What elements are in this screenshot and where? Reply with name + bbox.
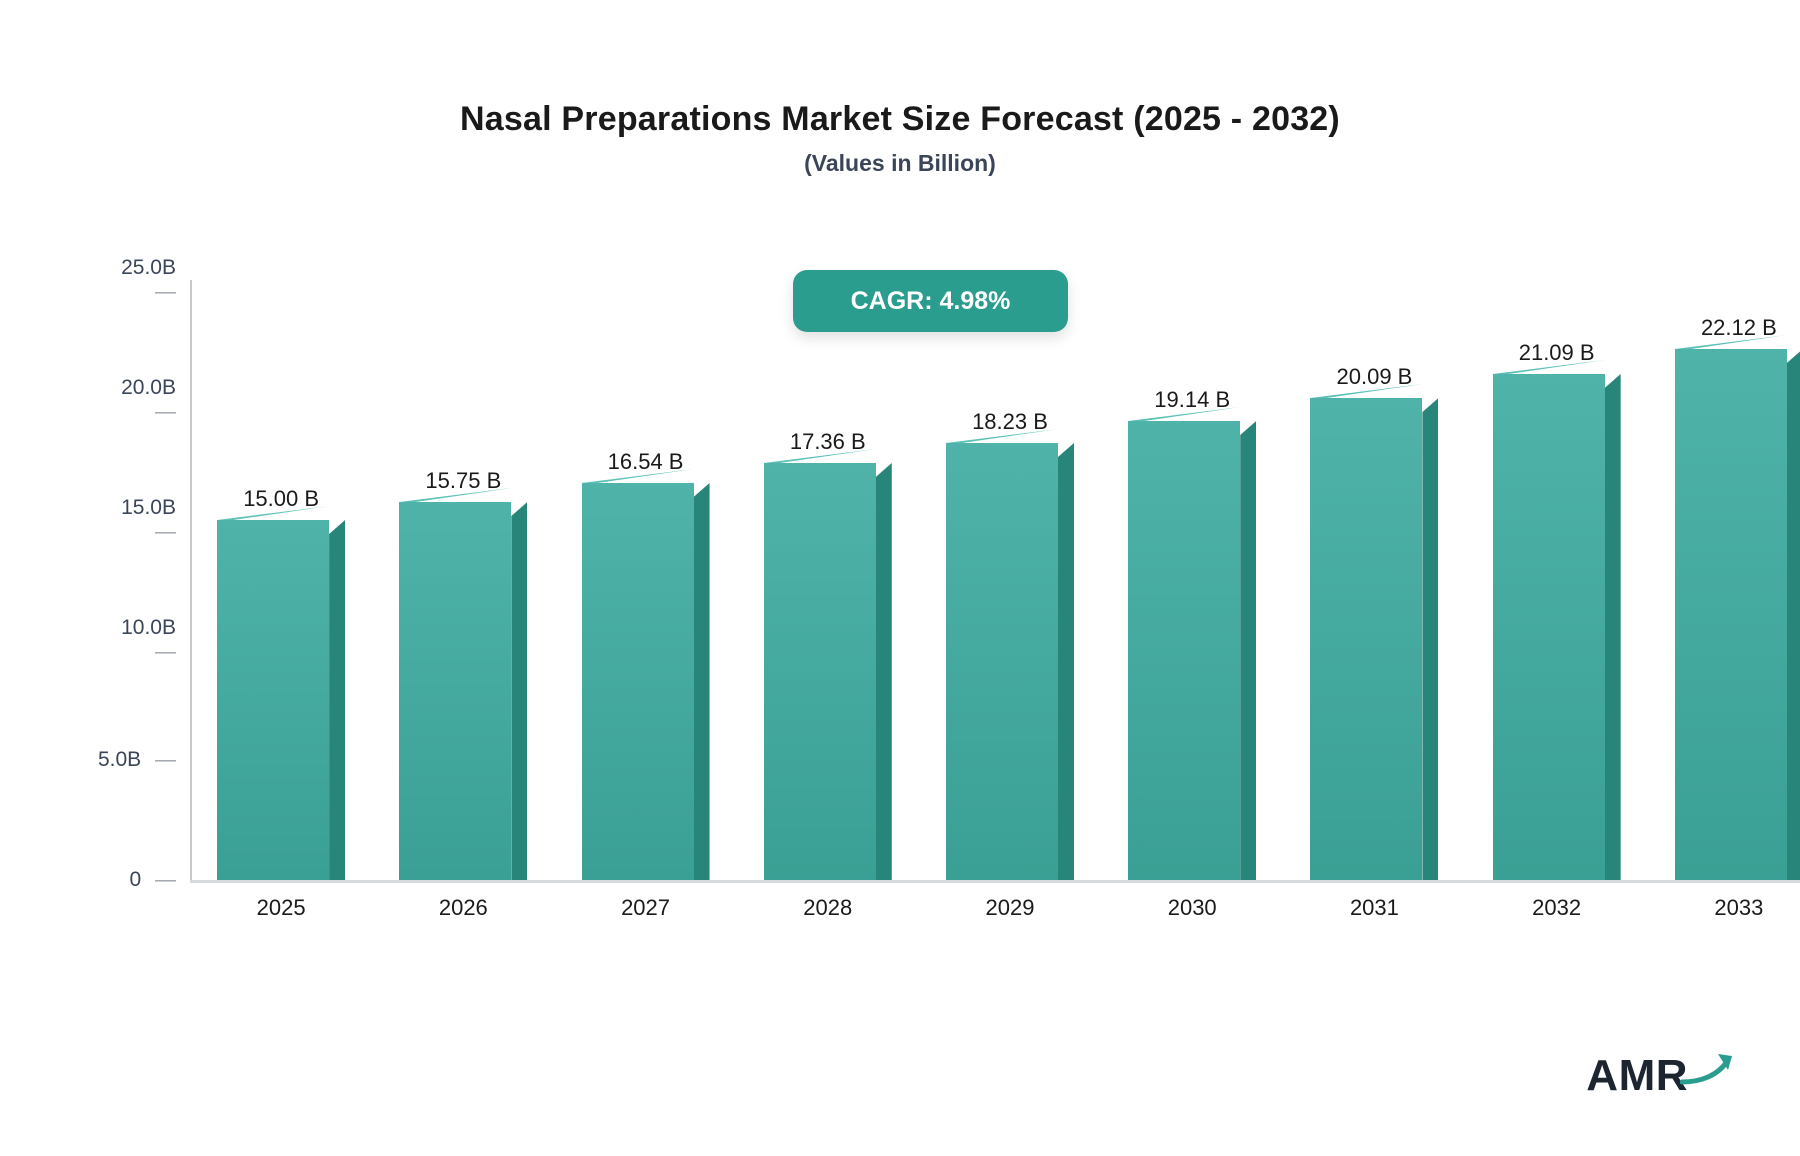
plot-area: 0 — 5.0B — 10.0B — 15.0B — 20.0B — 25.0B… — [95, 280, 1735, 880]
x-label-2032: 2032 — [1482, 895, 1632, 921]
y-axis: 0 — 5.0B — 10.0B — 15.0B — 20.0B — 25.0B… — [95, 280, 190, 880]
x-label-2025: 2025 — [206, 895, 356, 921]
bar-group-2027[interactable]: 16.54 B — [571, 280, 721, 880]
bar-group-2028[interactable]: 17.36 B — [753, 280, 903, 880]
chart-container: Nasal Preparations Market Size Forecast … — [0, 0, 1800, 1156]
x-label-2028: 2028 — [753, 895, 903, 921]
x-axis-labels: 2025 2026 2027 2028 2029 2030 2031 2032 … — [190, 895, 1800, 935]
bar-2025[interactable]: 15.00 B — [217, 520, 345, 880]
logo-arrow-icon — [1680, 1050, 1740, 1090]
x-label-2033: 2033 — [1664, 895, 1800, 921]
bar-2033[interactable]: 22.12 B — [1675, 349, 1800, 880]
bar-group-2026[interactable]: 15.75 B — [388, 280, 538, 880]
bar-2029[interactable]: 18.23 B — [946, 443, 1074, 880]
y-tick-0: 0 — — [95, 868, 190, 892]
bar-group-2025[interactable]: 15.00 B — [206, 280, 356, 880]
bar-group-2030[interactable]: 19.14 B — [1117, 280, 1267, 880]
bar-2031[interactable]: 20.09 B — [1310, 398, 1438, 880]
y-tick-10: 10.0B — — [95, 616, 190, 664]
bar-2027[interactable]: 16.54 B — [582, 483, 710, 880]
y-tick-15: 15.0B — — [95, 496, 190, 544]
chart-title: Nasal Preparations Market Size Forecast … — [0, 100, 1800, 139]
bars-container: 15.00 B 15.75 B 16.54 B — [190, 280, 1800, 880]
bar-2030[interactable]: 19.14 B — [1128, 421, 1256, 880]
x-axis-line — [190, 880, 1800, 883]
bar-2026[interactable]: 15.75 B — [399, 502, 527, 880]
amr-logo: AMR — [1586, 1050, 1740, 1101]
bar-group-2032[interactable]: 21.09 B — [1482, 280, 1632, 880]
chart-subtitle: (Values in Billion) — [0, 150, 1800, 177]
x-label-2027: 2027 — [571, 895, 721, 921]
y-tick-5: 5.0B — — [95, 748, 190, 772]
bar-group-2033[interactable]: 22.12 B — [1664, 280, 1800, 880]
bar-2028[interactable]: 17.36 B — [764, 463, 892, 880]
x-label-2026: 2026 — [388, 895, 538, 921]
bar-group-2031[interactable]: 20.09 B — [1299, 280, 1449, 880]
x-label-2031: 2031 — [1299, 895, 1449, 921]
x-label-2030: 2030 — [1117, 895, 1267, 921]
x-label-2029: 2029 — [935, 895, 1085, 921]
y-tick-20: 20.0B — — [95, 376, 190, 424]
y-tick-25: 25.0B — — [95, 256, 190, 304]
bar-group-2029[interactable]: 18.23 B — [935, 280, 1085, 880]
bar-2032[interactable]: 21.09 B — [1493, 374, 1621, 880]
